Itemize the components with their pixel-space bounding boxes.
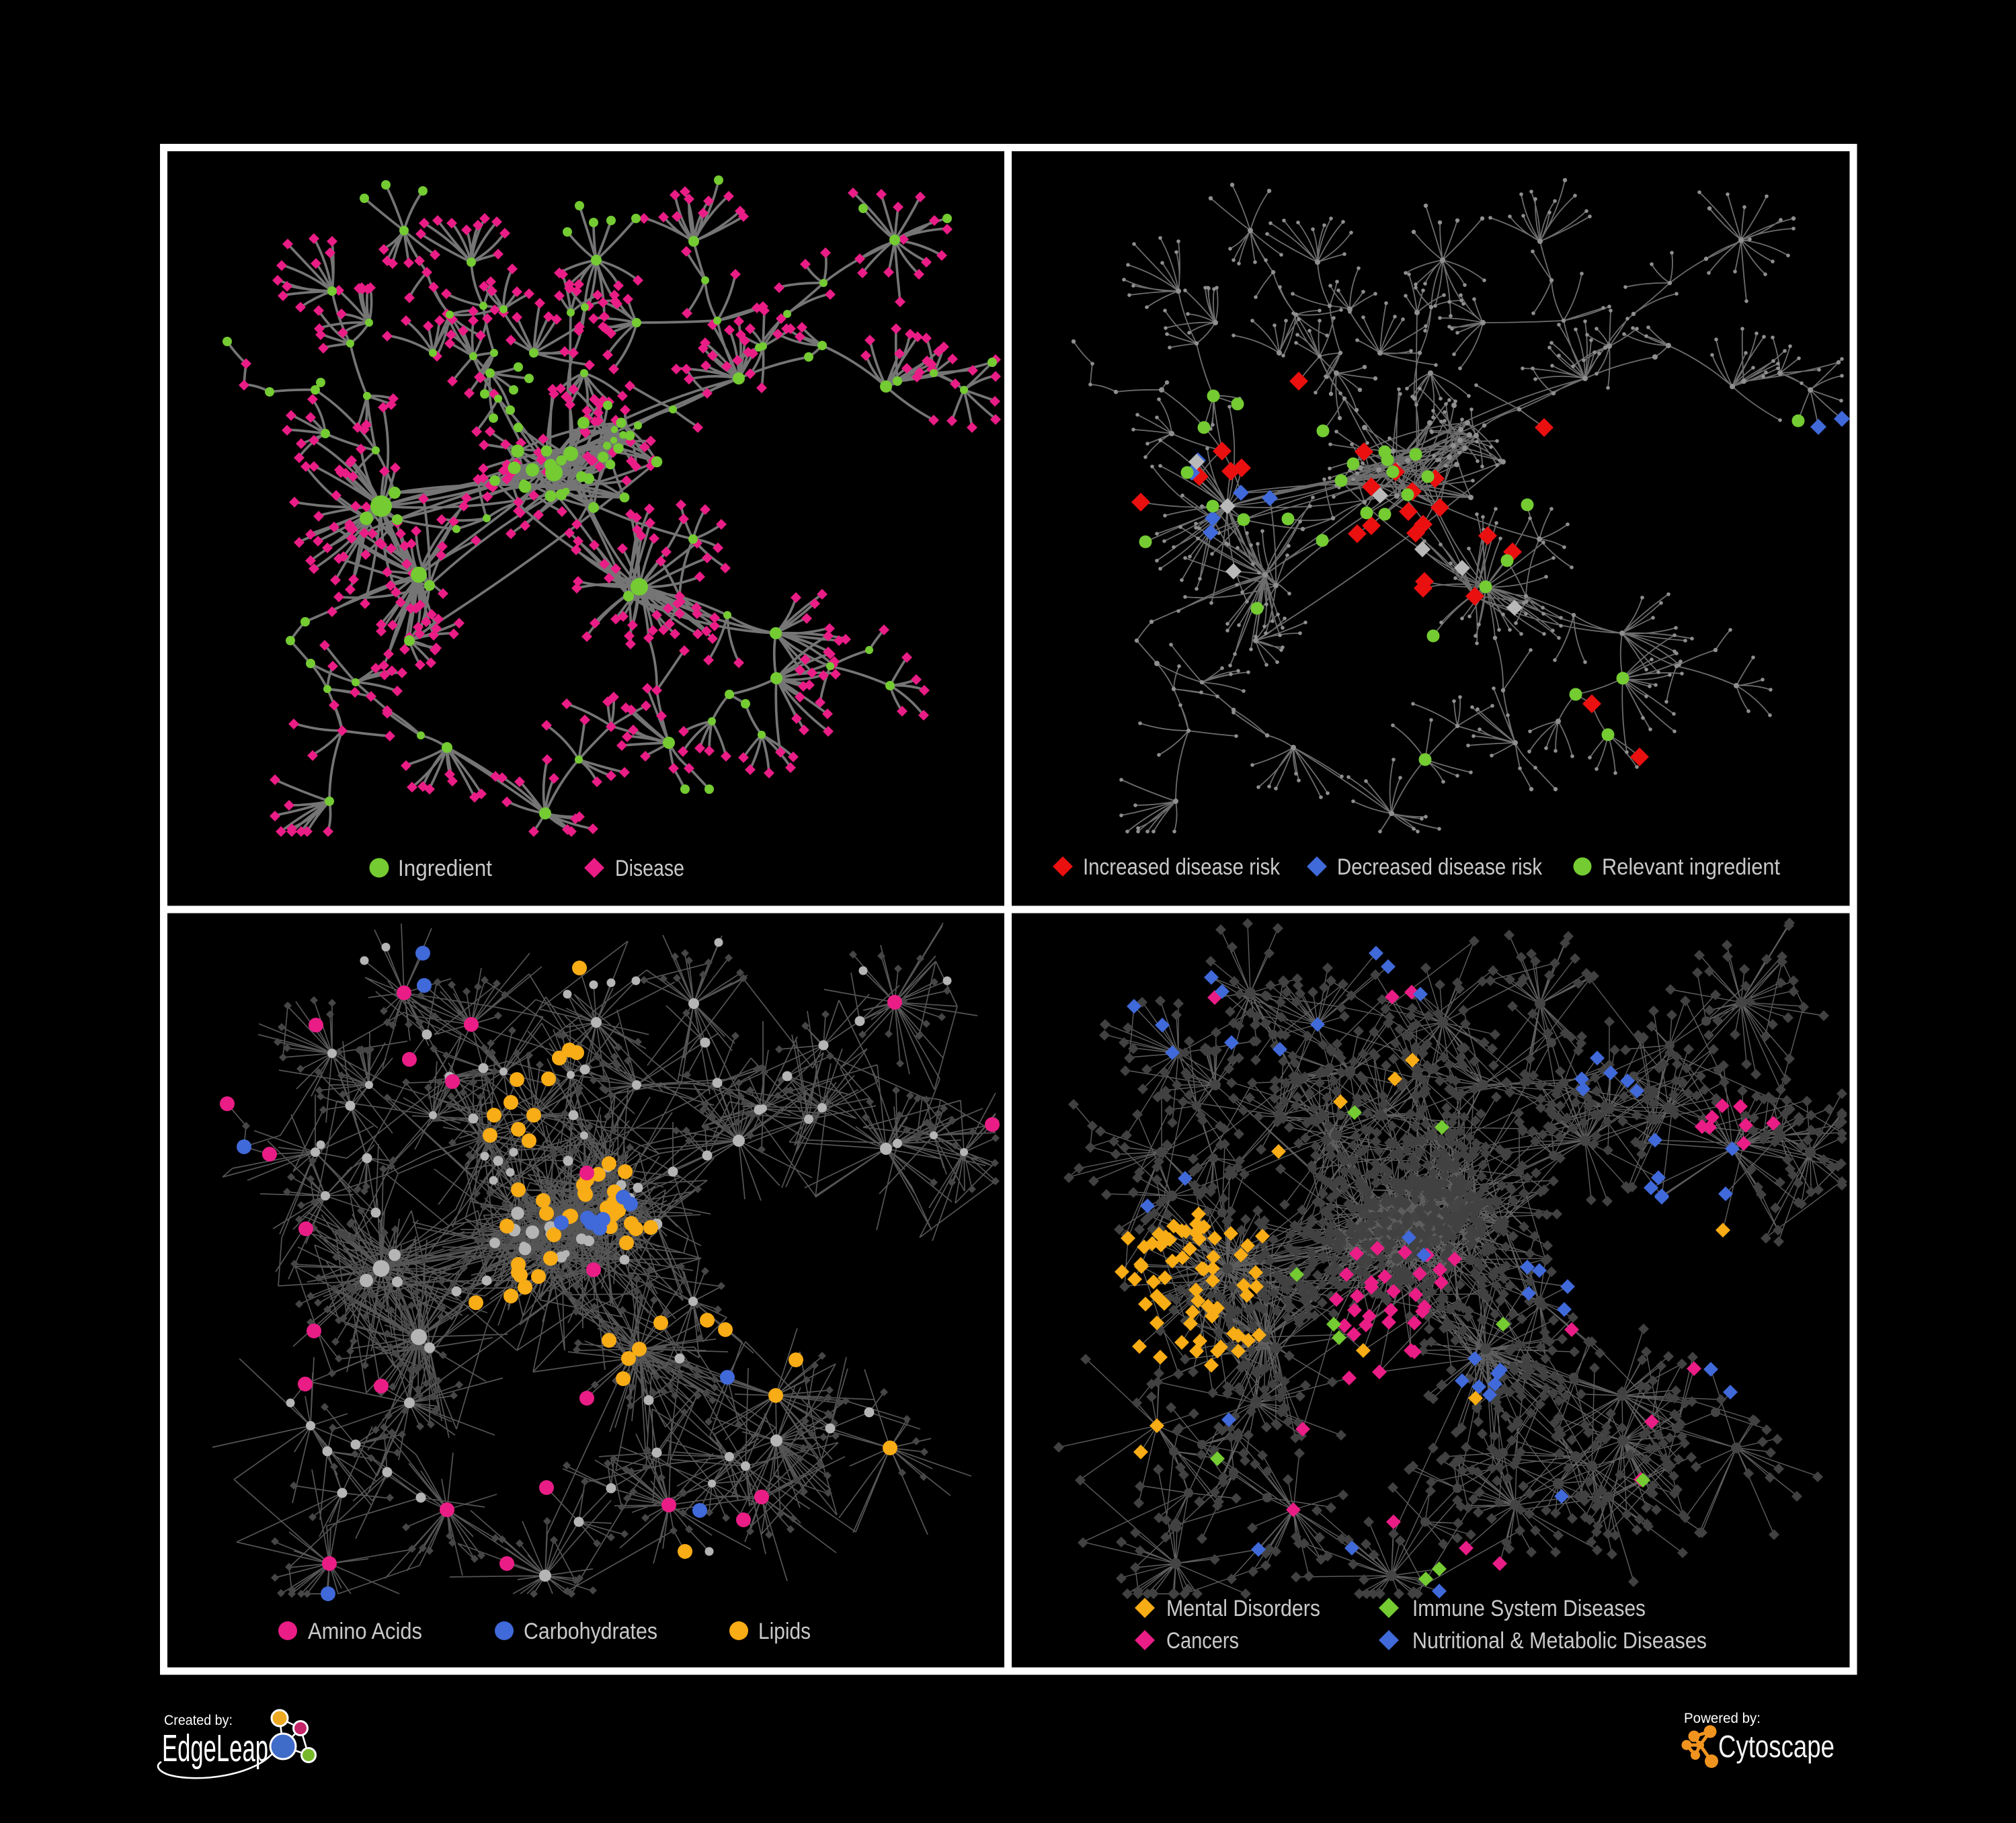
svg-text:Carbohydrates: Carbohydrates bbox=[524, 1619, 657, 1644]
svg-text:Increased disease risk: Increased disease risk bbox=[1083, 854, 1281, 880]
svg-text:Lipids: Lipids bbox=[758, 1619, 811, 1644]
svg-text:EdgeLeap: EdgeLeap bbox=[162, 1727, 268, 1770]
svg-text:Created by:: Created by: bbox=[164, 1713, 233, 1728]
svg-text:Amino Acids: Amino Acids bbox=[308, 1619, 422, 1644]
svg-text:Disease: Disease bbox=[615, 856, 684, 881]
svg-text:Decreased disease risk: Decreased disease risk bbox=[1337, 854, 1543, 880]
svg-text:Cytoscape: Cytoscape bbox=[1718, 1729, 1834, 1764]
svg-text:Immune System Diseases: Immune System Diseases bbox=[1412, 1596, 1646, 1621]
svg-text:Mental Disorders: Mental Disorders bbox=[1166, 1596, 1320, 1621]
svg-text:Ingredient: Ingredient bbox=[398, 856, 493, 881]
svg-text:Relevant ingredient: Relevant ingredient bbox=[1602, 854, 1781, 880]
svg-text:Cancers: Cancers bbox=[1166, 1628, 1239, 1654]
svg-text:Nutritional & Metabolic Diseas: Nutritional & Metabolic Diseases bbox=[1412, 1628, 1707, 1654]
svg-text:Powered by:: Powered by: bbox=[1684, 1711, 1761, 1726]
